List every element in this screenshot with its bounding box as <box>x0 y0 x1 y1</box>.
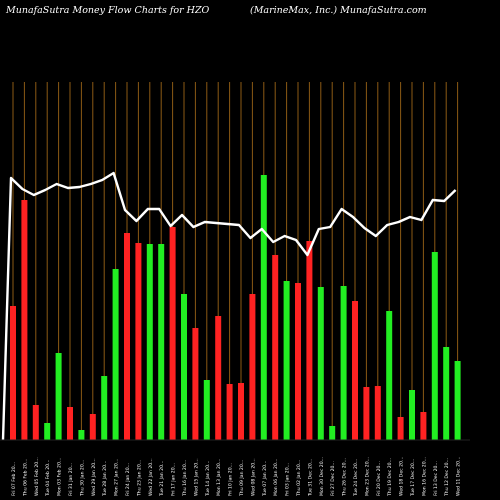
money-flow-bar <box>101 376 108 440</box>
date-label: Wed 15 Jan 20… <box>193 458 199 496</box>
money-flow-bar <box>260 175 267 440</box>
money-flow-bar <box>329 426 336 440</box>
money-flow-bar <box>431 252 438 440</box>
money-flow-bar <box>10 306 16 440</box>
date-label: Wed 18 Dec 20… <box>399 456 405 496</box>
date-label: Thu 09 Jan 20… <box>239 459 245 497</box>
money-flow-bar <box>21 200 28 440</box>
money-flow-bar <box>89 414 96 440</box>
money-flow-bar <box>295 283 301 440</box>
money-flow-bar <box>181 294 187 440</box>
date-label: Thu 19 Dec 20… <box>387 457 393 497</box>
money-flow-bar <box>226 384 233 440</box>
money-flow-bar <box>317 287 324 440</box>
date-label: Tue 04 Feb 20… <box>45 459 51 497</box>
date-label: Mon 16 Dec 20… <box>421 456 427 496</box>
date-label: Tue 24 Dec 20… <box>353 458 359 497</box>
money-flow-bar <box>409 390 415 440</box>
money-flow-bar <box>306 241 313 440</box>
money-flow-bar <box>169 227 176 440</box>
date-label: Fri 17 Jan 20… <box>171 462 177 496</box>
money-flow-bar <box>340 286 347 440</box>
date-label: Tue 17 Dec 20… <box>410 458 416 497</box>
money-flow-bar <box>352 301 358 440</box>
date-label: Wed 05 Feb 20… <box>34 457 40 496</box>
date-label: Tue 07 Jan 20… <box>262 460 268 497</box>
date-label: Tue 28 Jan 20… <box>102 460 108 497</box>
money-flow-bar <box>32 405 39 440</box>
date-label: Fri 27 Dec 20… <box>330 461 336 496</box>
money-flow-bar <box>135 243 142 440</box>
date-label: Fri 10 Jan 20… <box>228 462 234 496</box>
date-label: Tue 31 Dec 20… <box>307 458 313 497</box>
money-flow-bar <box>44 423 51 440</box>
date-label: Thu 30 Jan 20… <box>79 459 85 497</box>
date-labels: Fri 07 Feb 20… Thu 06 Feb 20… Wed 05 Feb 2… <box>11 456 462 497</box>
date-label: Wed 08 Jan 20… <box>250 458 256 496</box>
date-label: Mon 30 Dec 20… <box>319 456 325 496</box>
money-flow-bars <box>10 175 461 440</box>
money-flow-bar <box>374 386 381 440</box>
date-label: Thu 12 Dec 20… <box>444 457 450 497</box>
date-label: Mon 27 Jan 20… <box>114 458 120 496</box>
date-label: Fri 03 Jan 20… <box>285 462 291 496</box>
money-flow-bar <box>146 244 153 440</box>
date-label: Mon 23 Dec 20… <box>364 456 370 496</box>
date-label: Thu 23 Jan 20… <box>136 459 142 497</box>
money-flow-bar <box>215 316 222 440</box>
money-flow-bar <box>192 328 199 440</box>
money-flow-bar <box>249 294 256 440</box>
date-label: Thu 26 Dec 20… <box>342 457 348 497</box>
money-flow-bar <box>112 269 119 440</box>
money-flow-bar <box>124 233 130 440</box>
money-flow-bar <box>363 387 370 440</box>
date-label: Wed 29 Jan 20… <box>91 458 97 496</box>
money-flow-bar <box>158 244 165 440</box>
money-flow-bar <box>386 311 393 440</box>
money-flow-bar <box>67 407 73 440</box>
date-label: Fri 13 Dec 20… <box>433 461 439 496</box>
date-label: Fri 20 Dec 20… <box>376 461 382 496</box>
date-label: Tue 14 Jan 20… <box>205 460 211 497</box>
money-flow-bar <box>78 430 85 440</box>
price-line <box>1 171 457 441</box>
money-flow-bar <box>238 383 244 440</box>
date-label: Mon 06 Jan 20… <box>273 458 279 496</box>
date-label: Thu 06 Feb 20… <box>22 458 28 497</box>
money-flow-bar <box>454 361 461 440</box>
money-flow-bar <box>420 412 427 440</box>
date-label: Fri 07 Feb 20… <box>11 461 17 496</box>
date-label: Thu 16 Jan 20… <box>182 459 188 497</box>
money-flow-bar <box>203 380 210 440</box>
date-label: Fri 31 Jan 20… <box>68 462 74 496</box>
date-label: Tue 21 Jan 20… <box>159 460 165 497</box>
date-label: Thu 02 Jan 20… <box>296 459 302 497</box>
chart-title-left: MunafaSutra Money Flow Charts for HZO <box>6 5 210 16</box>
money-flow-bar <box>397 417 404 440</box>
date-label: Wed 22 Jan 20… <box>148 458 154 496</box>
money-flow-bar <box>283 281 290 440</box>
date-label: Mon 03 Feb 20… <box>57 457 63 496</box>
date-label: Wed 11 Dec 20… <box>456 456 462 496</box>
money-flow-bar <box>272 255 279 440</box>
money-flow-bar <box>55 353 62 440</box>
money-flow-bar <box>443 347 450 440</box>
date-label: Mon 13 Jan 20… <box>216 458 222 496</box>
chart-title-right: (MarineMax, Inc.) MunafaSutra.com <box>250 5 427 16</box>
date-label: Fri 24 Jan 20… <box>125 462 131 496</box>
